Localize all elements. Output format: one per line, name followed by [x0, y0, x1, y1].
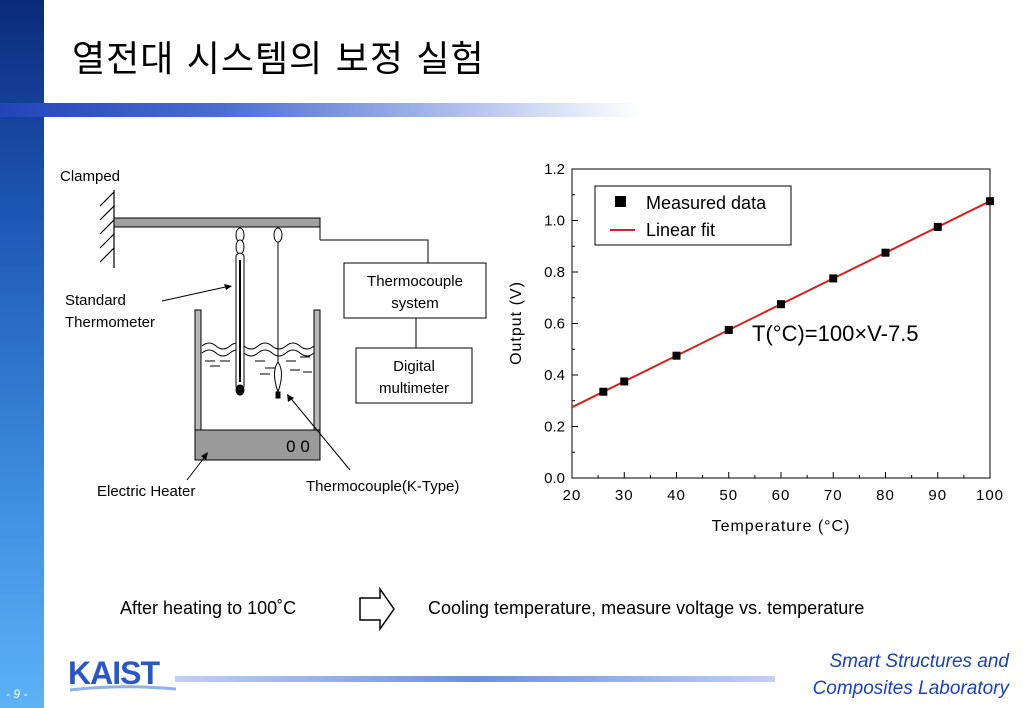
data-point [881, 248, 890, 257]
x-tick-label: 80 [876, 487, 895, 504]
x-tick-label: 60 [772, 487, 791, 504]
left-accent-bar [0, 0, 44, 708]
thermocouple-type-label: Thermocouple(K-Type) [306, 478, 459, 495]
data-point [933, 222, 942, 231]
page-number: - 9 - [6, 687, 28, 701]
water-dashes [205, 356, 312, 375]
axis-ticks: 20 30 40 50 60 70 80 90 100 0.0 0.2 0.4 0.6 0.8 1.0 1.2 [544, 161, 1004, 504]
y-tick-label: 1.2 [544, 161, 565, 178]
x-tick-label: 70 [824, 487, 843, 504]
data-point [777, 300, 785, 309]
legend-box [594, 185, 792, 246]
lab-name: Smart Structures and Composites Laborato… [813, 648, 1009, 702]
lab-name-line2: Composites Laboratory [812, 678, 1009, 699]
cooling-text: Cooling temperature, measure voltage vs.… [428, 598, 865, 618]
y-tick-label: 0.6 [544, 316, 565, 333]
y-tick-label: 0.4 [544, 367, 565, 384]
digital-multimeter-line2: multimeter [379, 380, 449, 397]
electric-heater [194, 429, 321, 461]
data-point [672, 351, 681, 360]
data-point [599, 387, 608, 396]
y-axis-label: Output (V) [508, 281, 525, 365]
data-point [724, 325, 733, 334]
x-tick-label: 50 [719, 487, 738, 504]
y-tick-label: 0.2 [544, 419, 565, 436]
thermocouple-system-line1: Thermocouple [367, 273, 463, 290]
standard-thermometer-label-2: Thermometer [65, 314, 155, 331]
clamp-wall [99, 190, 115, 268]
clamped-label: Clamped [60, 168, 120, 185]
after-heating-text: After heating to 100˚C [120, 598, 297, 618]
digital-multimeter-box [355, 347, 473, 404]
y-tick-label: 0.0 [544, 470, 565, 487]
legend-measured: Measured data [646, 193, 767, 213]
equation-annotation: T(°C)=100×V-7.5 [752, 321, 919, 346]
kaist-logo: KAIST [68, 655, 177, 692]
thermocouple-leader [287, 394, 351, 471]
x-tick-label: 90 [928, 487, 947, 504]
water-surface [201, 342, 315, 350]
x-tick-label: 30 [615, 487, 634, 504]
svg-text:KAIST: KAIST [68, 655, 160, 691]
footer-rule [175, 676, 775, 682]
heater-knobs: 0 0 [286, 437, 310, 456]
data-point [829, 274, 838, 283]
standard-leader [161, 285, 231, 302]
apparatus-diagram: Clamped Thermocouple system Digital mult… [60, 168, 487, 500]
data-point [620, 377, 629, 386]
heater-leader [186, 453, 208, 481]
thermocouple-probe [273, 227, 283, 399]
x-tick-label: 100 [976, 487, 1004, 504]
y-tick-label: 0.8 [544, 264, 565, 281]
x-tick-label: 20 [563, 487, 582, 504]
digital-multimeter-line1: Digital [393, 358, 435, 375]
x-tick-label: 40 [667, 487, 686, 504]
thermocouple-system-box [343, 262, 487, 319]
thermocouple-system-line2: system [391, 295, 439, 312]
slide-title: 열전대 시스템의 보정 실험 [72, 39, 485, 80]
x-axis-label: Temperature (°C) [712, 518, 851, 535]
cantilever-beam [113, 217, 321, 228]
heater-label: Electric Heater [97, 483, 195, 500]
calibration-chart: 20 30 40 50 60 70 80 90 100 0.0 0.2 0.4 0.6 0.8 1.0 1.2… [508, 161, 1004, 535]
y-tick-label: 1.0 [544, 213, 565, 230]
legend-square-marker [615, 196, 626, 207]
series-points [599, 197, 994, 396]
water-container [194, 309, 321, 431]
signal-wire [320, 239, 429, 263]
chart-legend: Measured data Linear fit [594, 185, 792, 246]
data-point [986, 197, 994, 206]
title-underline [0, 103, 640, 117]
legend-fit: Linear fit [646, 220, 715, 240]
standard-thermometer-label-1: Standard [65, 292, 126, 309]
process-arrow-icon [359, 587, 395, 631]
standard-thermometer [235, 227, 245, 396]
lab-name-line1: Smart Structures and [829, 651, 1009, 672]
